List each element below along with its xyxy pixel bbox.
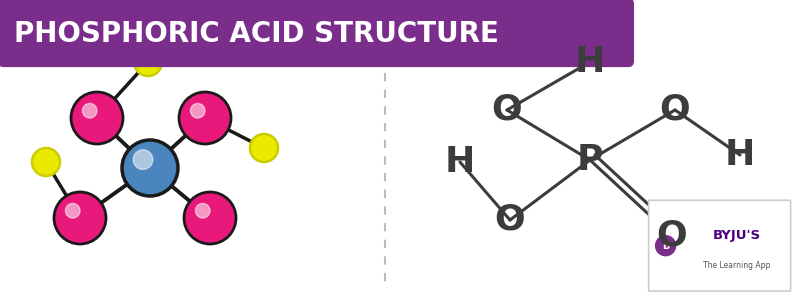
- Text: O: O: [492, 93, 522, 127]
- Circle shape: [71, 92, 123, 144]
- Circle shape: [82, 103, 97, 118]
- Circle shape: [656, 236, 675, 256]
- Circle shape: [133, 150, 153, 169]
- Text: The Learning App: The Learning App: [702, 261, 770, 270]
- Circle shape: [195, 203, 210, 218]
- Text: O: O: [660, 93, 690, 127]
- Circle shape: [134, 48, 162, 76]
- Circle shape: [54, 192, 106, 244]
- Circle shape: [190, 103, 205, 118]
- Circle shape: [32, 148, 60, 176]
- Text: O: O: [494, 203, 526, 237]
- Text: H: H: [575, 45, 605, 79]
- Circle shape: [179, 92, 231, 144]
- FancyBboxPatch shape: [0, 0, 634, 67]
- Circle shape: [66, 203, 80, 218]
- Text: H: H: [725, 138, 755, 172]
- Text: BYJU'S: BYJU'S: [712, 229, 761, 242]
- Text: P: P: [577, 143, 603, 177]
- Circle shape: [122, 140, 178, 196]
- Text: O: O: [657, 219, 687, 253]
- Text: H: H: [445, 145, 475, 179]
- FancyBboxPatch shape: [649, 200, 790, 291]
- Circle shape: [250, 134, 278, 162]
- Circle shape: [184, 192, 236, 244]
- Text: B: B: [662, 241, 670, 251]
- Text: PHOSPHORIC ACID STRUCTURE: PHOSPHORIC ACID STRUCTURE: [14, 20, 499, 48]
